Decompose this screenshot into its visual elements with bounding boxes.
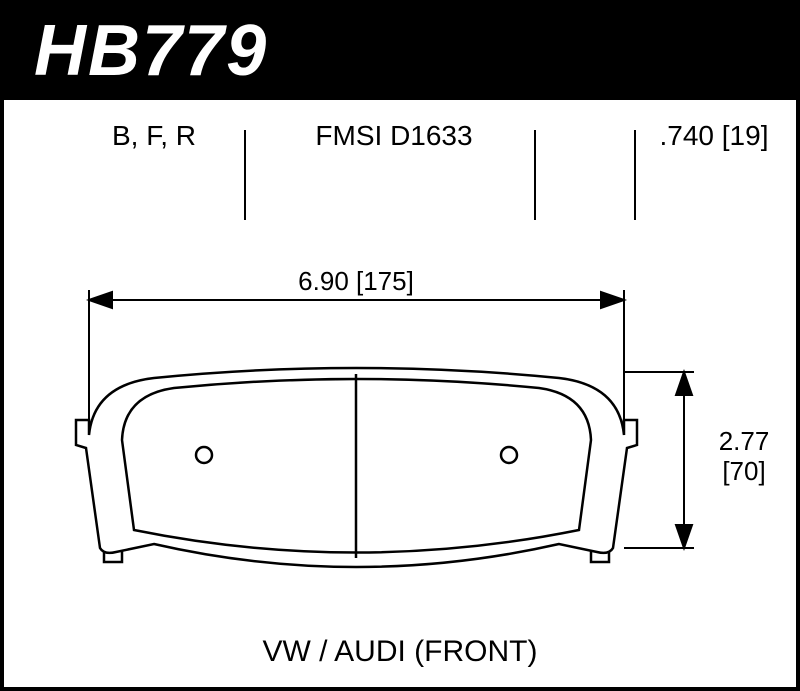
- part-number: HB779: [34, 10, 268, 92]
- spec-fmsi: FMSI D1633: [264, 120, 524, 152]
- divider-2: [534, 130, 536, 220]
- brake-pad-diagram: 6.90 [175] 2.77 [70]: [4, 230, 796, 630]
- spec-thickness: .740 [19]: [644, 120, 784, 152]
- height-dimension-label-2: [70]: [722, 456, 765, 486]
- header-bar: HB779: [0, 0, 800, 100]
- height-dimension-label-1: 2.77: [719, 426, 770, 456]
- divider-1: [244, 130, 246, 220]
- content-panel: B, F, R FMSI D1633 .740 [19]: [0, 100, 800, 691]
- divider-3: [634, 130, 636, 220]
- fitment-label: VW / AUDI (FRONT): [4, 635, 796, 669]
- spec-row: B, F, R FMSI D1633 .740 [19]: [4, 120, 796, 230]
- brake-pad-outline: [76, 368, 637, 567]
- width-dimension-label: 6.90 [175]: [298, 266, 414, 296]
- spec-compounds: B, F, R: [64, 120, 244, 152]
